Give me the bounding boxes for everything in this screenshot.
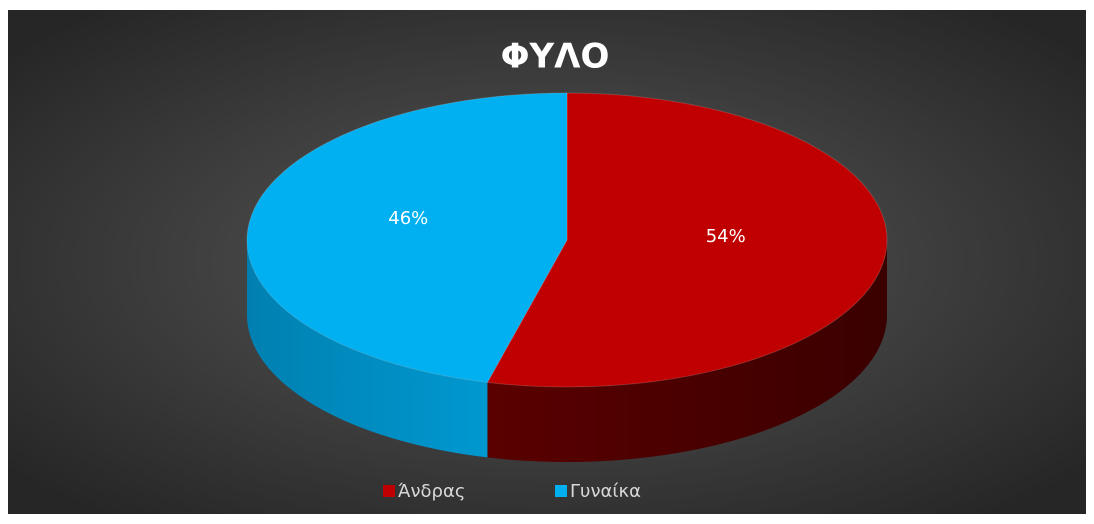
chart-title: ΦΥΛΟ	[501, 37, 610, 77]
slice	[486, 92, 888, 388]
slice-side	[247, 240, 488, 458]
slice	[246, 92, 568, 383]
data-label: 46%	[388, 208, 428, 229]
slice-side	[487, 240, 887, 463]
legend-label: Γυναίκα	[570, 481, 641, 502]
legend-label: Άνδρας	[398, 481, 465, 502]
data-label: 54%	[706, 226, 746, 247]
legend-swatch	[555, 485, 567, 497]
legend-swatch	[383, 485, 395, 497]
